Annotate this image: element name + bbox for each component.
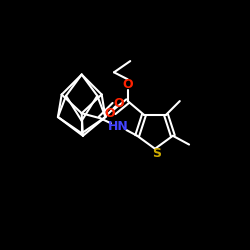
Text: O: O xyxy=(113,97,124,110)
Text: HN: HN xyxy=(108,120,129,133)
Text: O: O xyxy=(104,107,115,120)
Text: O: O xyxy=(122,78,133,91)
Text: S: S xyxy=(152,147,161,160)
